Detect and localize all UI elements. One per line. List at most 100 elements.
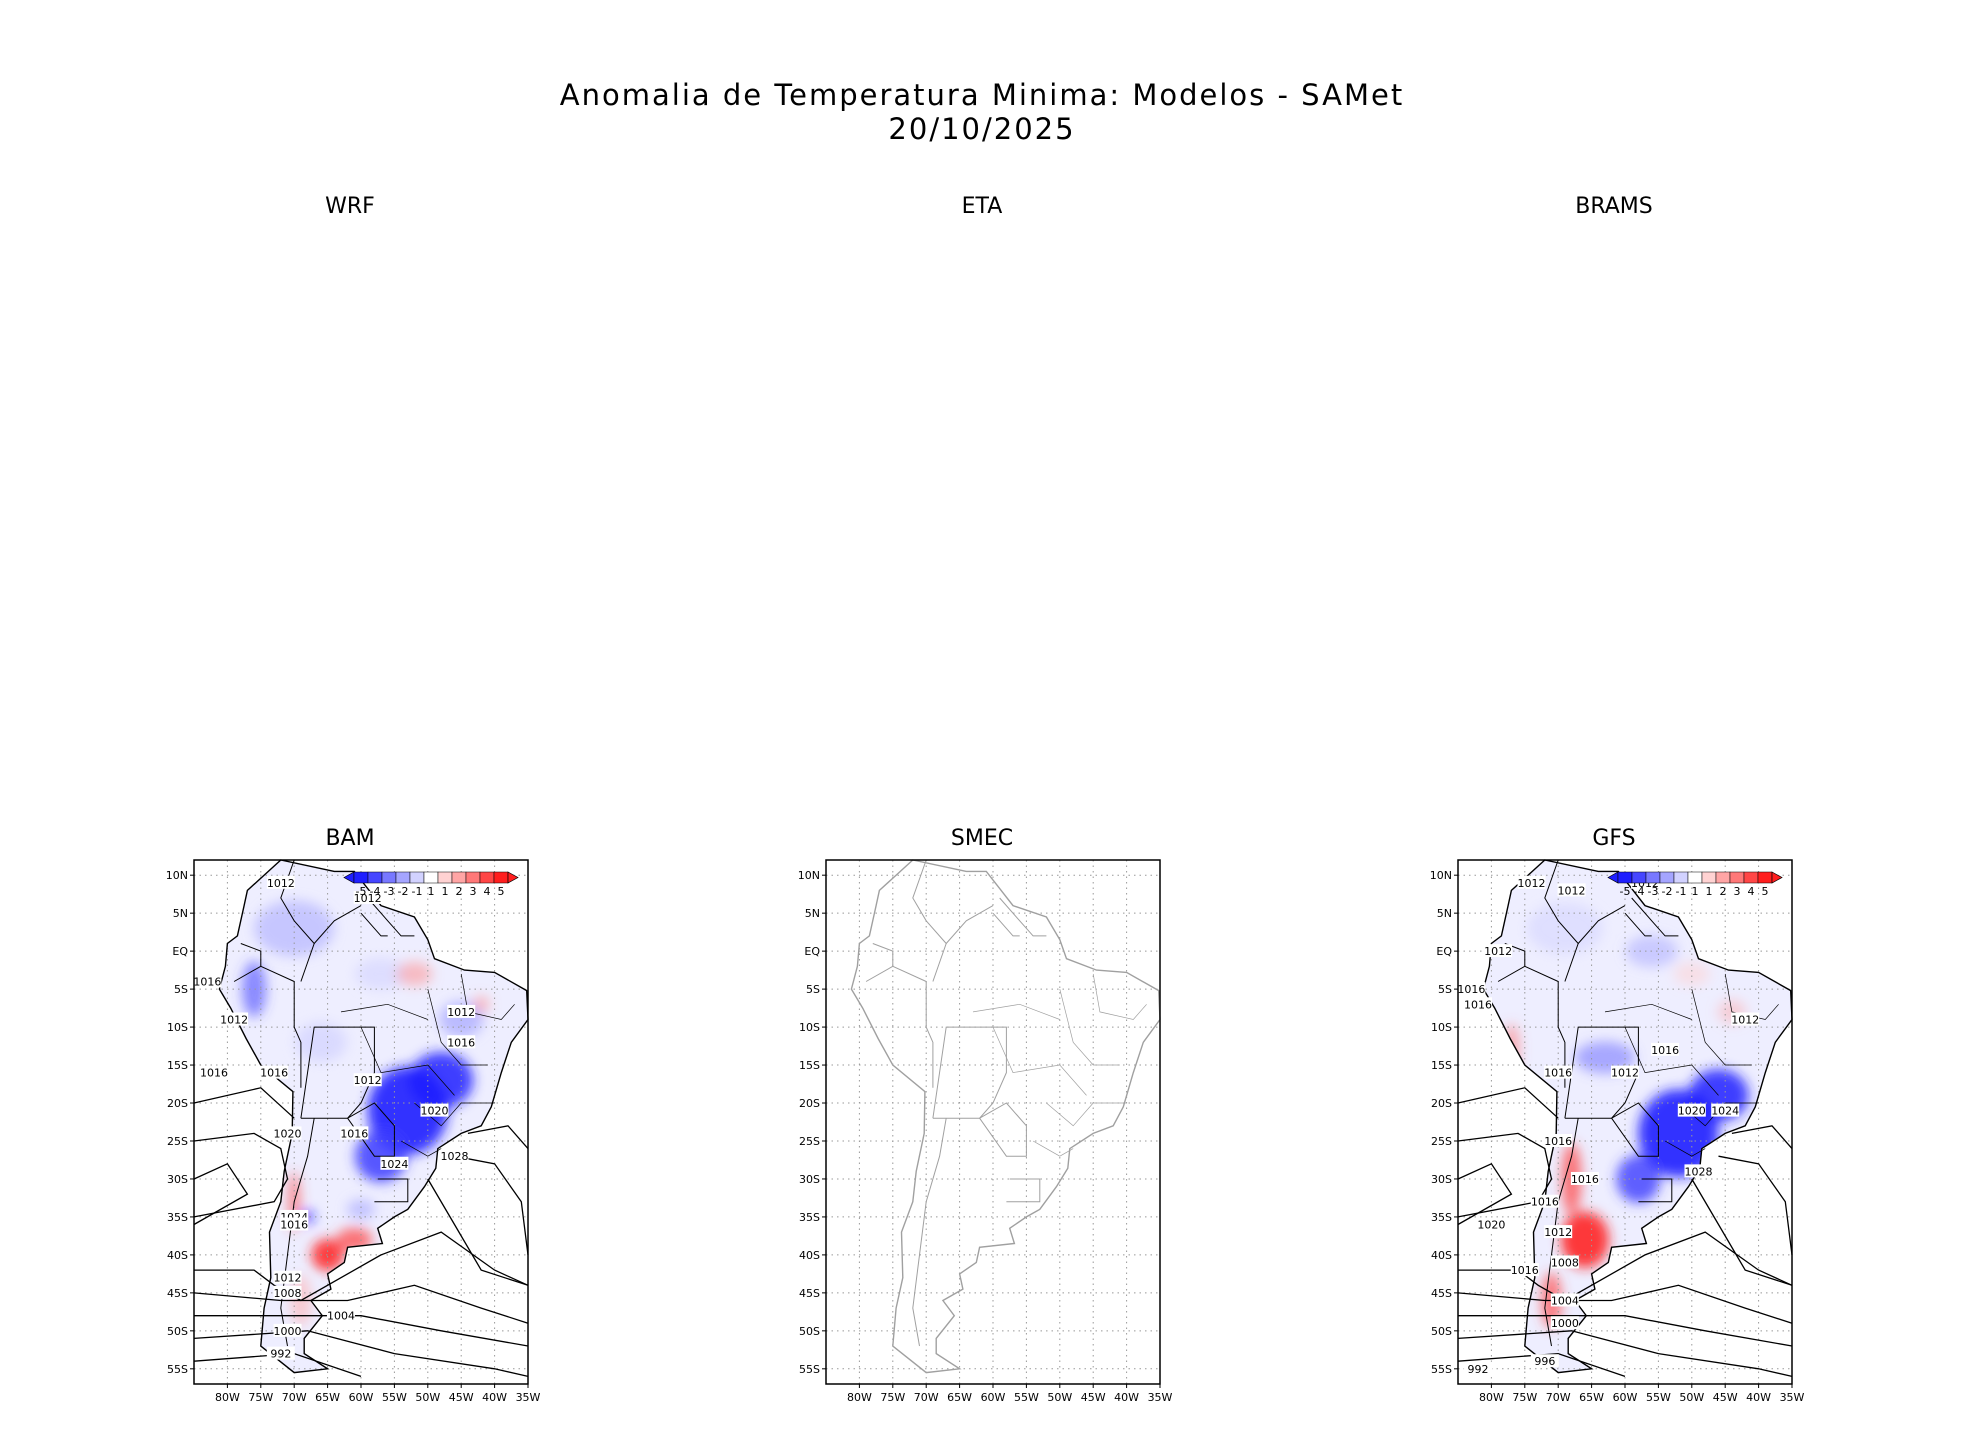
gfs-isobar-label: 1020 (1678, 1105, 1706, 1118)
gfs-colorbar-label: -1 (1676, 885, 1687, 898)
bam-isobar-label-bg (200, 1065, 229, 1079)
gfs-isobar-label: 1004 (1551, 1294, 1579, 1307)
gfs-colorbar-label: -5 (1620, 885, 1631, 898)
bam-lat-label: 20S (167, 1097, 188, 1110)
bam-isobar-label-bg (380, 1156, 409, 1170)
smec-lat-label: EQ (804, 945, 820, 958)
smec-lat-label: 40S (799, 1249, 820, 1262)
gfs-grid (1458, 860, 1793, 1384)
bam-colorbar-label: 1 (442, 885, 449, 898)
smec-lat-label: 10N (798, 869, 820, 882)
gfs-colorbar-swatch (1631, 871, 1647, 884)
bam-anomaly-patch (473, 996, 490, 1013)
smec-state-border (1046, 1102, 1127, 1127)
bam-country-border (233, 943, 262, 982)
gfs-colorbar-swatch (1715, 871, 1731, 884)
gfs-isobar-label-bg (1711, 1103, 1740, 1117)
gfs-state-border (1691, 989, 1752, 1066)
gfs-isobar-label: 1016 (1544, 1067, 1572, 1080)
smec-country-border (912, 1118, 947, 1347)
bam-colorbar-swatch (493, 871, 509, 884)
gfs-colorbar: -5 -4 -3 -2 -1 1 1 2 3 4 5 (1607, 871, 1783, 898)
bam-isobar-label: 1012 (354, 892, 382, 905)
bam-lat-label: 25S (167, 1135, 188, 1148)
bam-isobar (193, 1132, 289, 1218)
gfs-isobar-label: 1000 (1551, 1317, 1579, 1330)
bam-country-border (260, 965, 302, 1088)
gfs-isobar-label: 1016 (1531, 1196, 1559, 1209)
gfs-anomaly-patch (1616, 1154, 1661, 1203)
bam-grid (194, 860, 529, 1384)
gfs-lat-label: 45S (1431, 1287, 1452, 1300)
bam-isobar-label: 1012 (267, 877, 295, 890)
gfs-isobar-label: 1012 (1558, 884, 1586, 897)
bam-anomaly-patch (396, 961, 433, 986)
gfs-anomaly-patch (1560, 1211, 1609, 1268)
gfs-colorbar-label: 2 (1720, 885, 1727, 898)
bam-lat-label: 5S (174, 983, 188, 996)
smec-lat-label: 20S (799, 1097, 820, 1110)
gfs-lon-label: 55W (1646, 1391, 1671, 1404)
gfs-anomaly-patch (1673, 961, 1710, 986)
bam-isobar (467, 1125, 529, 1150)
bam-lat-label: 5N (173, 907, 188, 920)
bam-colorbar: -5 -4 -3 -2 -1 1 1 2 3 4 5 (343, 871, 519, 898)
gfs-isobar-label-bg (1557, 883, 1586, 897)
gfs-country-border (1544, 859, 1579, 982)
smec-lon-label: 55W (1014, 1391, 1039, 1404)
bam-isobar (193, 1087, 295, 1119)
gfs-isobar-label-bg (1464, 997, 1493, 1011)
bam-colorbar-label: 1 (428, 885, 435, 898)
bam-isobar-label: 1016 (340, 1127, 368, 1140)
bam-lat-label: 50S (167, 1325, 188, 1338)
gfs-state-border (1664, 1140, 1706, 1157)
bam-lon-label: 40W (482, 1391, 507, 1404)
bam-isobar-label-bg (273, 1285, 302, 1299)
gfs-colorbar-label: 1 (1692, 885, 1699, 898)
bam-isobar-label: 1012 (274, 1272, 302, 1285)
bam-isobar-label-bg (220, 1012, 249, 1026)
gfs-isobar (1718, 1155, 1793, 1255)
bam-lat-label: 15S (167, 1059, 188, 1072)
gfs-lat-label: 55S (1431, 1363, 1452, 1376)
smec-lat-label: 5S (806, 983, 820, 996)
bam-lat-label: 10S (167, 1021, 188, 1034)
gfs-isobar-label-bg (1544, 1065, 1573, 1079)
bam-isobar-label-bg (273, 1323, 302, 1337)
gfs-lon-label: 60W (1613, 1391, 1638, 1404)
smec-lat-label: 15S (799, 1059, 820, 1072)
bam-lon-label: 75W (248, 1391, 273, 1404)
bam-lon-label: 80W (215, 1391, 240, 1404)
gfs-anomaly-patch (1574, 1041, 1635, 1074)
gfs-lat-label: 30S (1431, 1173, 1452, 1186)
bam-lon-label: 55W (382, 1391, 407, 1404)
bam-isobar-label-bg (273, 1126, 302, 1140)
gfs-isobar-label-bg (1530, 1194, 1559, 1208)
gfs-isobar-label-bg (1651, 1042, 1680, 1056)
gfs-colorbar-swatch (1645, 871, 1661, 884)
bam-lat-label: 40S (167, 1249, 188, 1262)
panel-title-smec: SMEC (950, 826, 1014, 851)
gfs-isobar-label: 1028 (1684, 1165, 1712, 1178)
gfs-lon-label: 80W (1479, 1391, 1504, 1404)
smec-lon-label: 40W (1114, 1391, 1139, 1404)
bam-colorbar-swatch (465, 871, 481, 884)
bam-anomaly-patch (242, 961, 267, 1018)
gfs-country-border (1497, 943, 1526, 982)
gfs-isobar-label: 992 (1468, 1363, 1489, 1376)
smec-state-border (1032, 1140, 1074, 1157)
bam-isobar-label-bg (266, 875, 295, 889)
gfs-lat-label: 10S (1431, 1021, 1452, 1034)
gfs-isobar-label: 1016 (1571, 1173, 1599, 1186)
smec-lat-label: 25S (799, 1135, 820, 1148)
smec-lon-label: 35W (1148, 1391, 1173, 1404)
smec-grid (826, 860, 1161, 1384)
gfs-colorbar-swatch (1729, 871, 1745, 884)
gfs-lat-label: 20S (1431, 1097, 1452, 1110)
gfs-colorbar-swatch (1743, 871, 1759, 884)
bam-isobar-label: 1016 (193, 976, 221, 989)
figure-title: Anomalia de Temperatura Minima: Modelos … (559, 78, 1405, 112)
gfs-anomaly-field (1483, 860, 1792, 1373)
gfs-isobar-label: 1008 (1551, 1256, 1579, 1269)
bam-isobar-label: 1012 (220, 1013, 248, 1026)
